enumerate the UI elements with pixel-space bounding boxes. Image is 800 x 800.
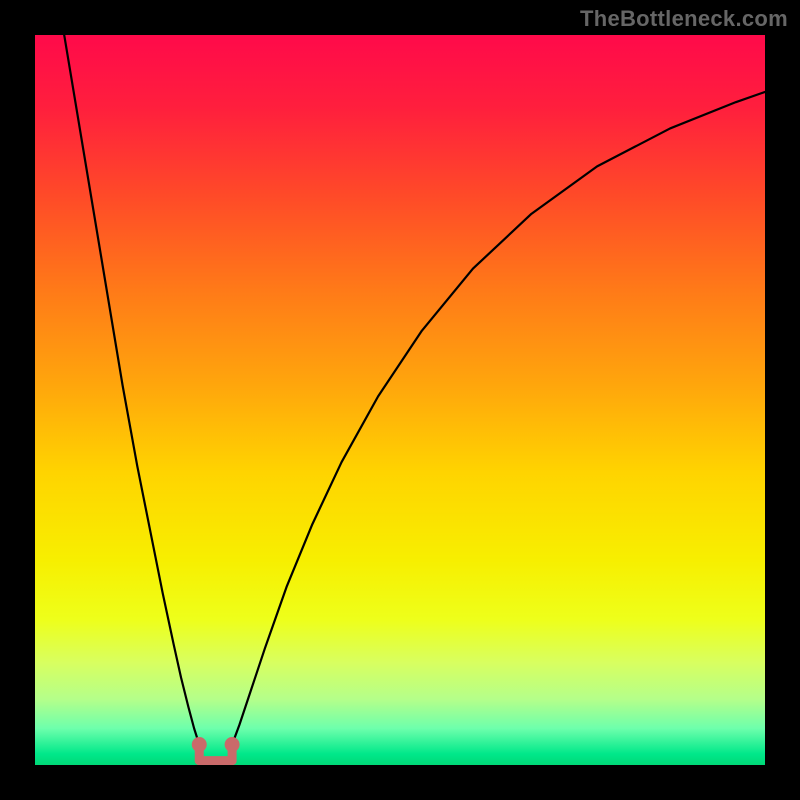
chart-canvas: TheBottleneck.com <box>0 0 800 800</box>
valley-dot-right <box>225 737 240 752</box>
gradient-background <box>35 35 765 765</box>
valley-dot-left <box>192 737 207 752</box>
watermark-text: TheBottleneck.com <box>580 6 788 32</box>
plot-area <box>35 35 765 765</box>
plot-svg <box>35 35 765 765</box>
